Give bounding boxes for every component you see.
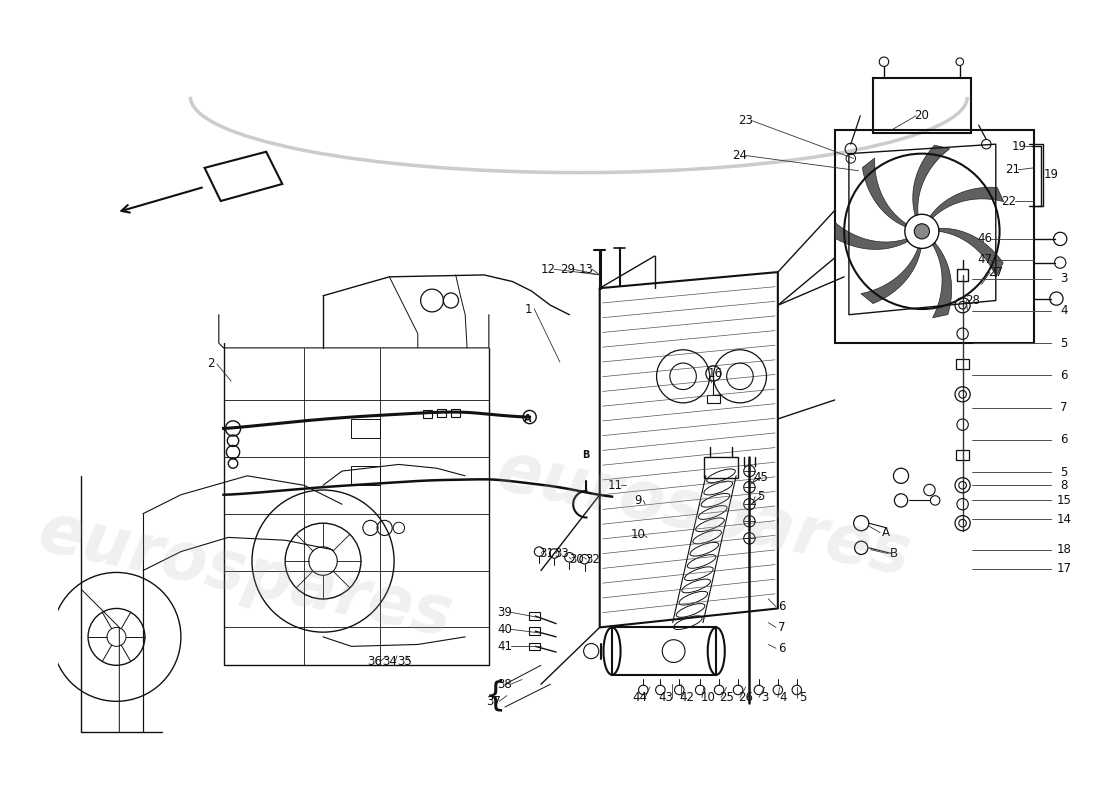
Text: 13: 13: [579, 262, 594, 276]
Text: 44: 44: [632, 691, 647, 704]
Bar: [451, 410, 461, 417]
Text: 10: 10: [630, 528, 645, 541]
Text: 10: 10: [701, 691, 715, 704]
Text: 19: 19: [1043, 168, 1058, 181]
Bar: [872, 78, 971, 133]
Text: 33: 33: [554, 547, 569, 560]
Text: 4: 4: [1060, 305, 1068, 318]
Text: 9: 9: [634, 494, 641, 507]
Circle shape: [914, 224, 929, 239]
Bar: [835, 130, 1034, 343]
Bar: [612, 627, 716, 674]
Text: 35: 35: [397, 655, 411, 668]
Text: 6: 6: [1060, 434, 1068, 446]
Text: eurospares: eurospares: [491, 438, 917, 590]
Text: 34: 34: [382, 655, 397, 668]
Text: 47: 47: [977, 254, 992, 266]
Bar: [352, 466, 379, 486]
Text: 7: 7: [1060, 401, 1068, 414]
Text: 28: 28: [965, 294, 979, 307]
Text: 45: 45: [754, 471, 768, 484]
Text: 41: 41: [497, 640, 513, 653]
Polygon shape: [938, 228, 1003, 277]
Text: 23: 23: [738, 114, 754, 127]
Bar: [957, 270, 968, 281]
Text: 32: 32: [585, 553, 600, 566]
Polygon shape: [862, 158, 906, 227]
Text: 39: 39: [497, 606, 513, 618]
Bar: [529, 642, 540, 650]
Text: 40: 40: [497, 622, 513, 636]
Text: 46: 46: [977, 233, 992, 246]
Text: 24: 24: [733, 149, 747, 162]
Text: 20: 20: [914, 110, 929, 122]
Text: B: B: [890, 547, 898, 560]
Text: 5: 5: [1060, 466, 1068, 478]
Text: 5: 5: [1060, 337, 1068, 350]
Text: 6: 6: [778, 600, 785, 613]
Text: eurospares: eurospares: [32, 498, 459, 650]
Text: 2: 2: [208, 358, 214, 370]
Text: 26: 26: [738, 691, 754, 704]
Text: 3: 3: [1060, 272, 1068, 286]
Text: 16: 16: [707, 367, 723, 380]
Text: B: B: [582, 450, 590, 460]
Text: {: {: [485, 679, 506, 712]
Text: 14: 14: [1056, 513, 1071, 526]
Polygon shape: [930, 187, 1004, 218]
Text: 30: 30: [570, 553, 584, 566]
Text: 4: 4: [780, 691, 788, 704]
Text: 36: 36: [366, 655, 382, 668]
Text: 31: 31: [539, 547, 554, 560]
Bar: [437, 410, 447, 417]
Text: 42: 42: [680, 691, 694, 704]
Text: 21: 21: [1005, 163, 1021, 176]
Text: 29: 29: [560, 262, 575, 276]
Bar: [529, 627, 540, 635]
Text: 6: 6: [778, 642, 785, 654]
Text: 3: 3: [761, 691, 768, 704]
Text: A: A: [882, 526, 890, 539]
Text: 5: 5: [799, 691, 806, 704]
Text: 17: 17: [1056, 562, 1071, 575]
Text: 38: 38: [497, 678, 513, 690]
Bar: [529, 612, 540, 620]
Bar: [956, 450, 969, 460]
Text: 8: 8: [1060, 478, 1068, 492]
Text: 18: 18: [1057, 543, 1071, 556]
Polygon shape: [933, 242, 952, 318]
Text: 6: 6: [1060, 369, 1068, 382]
Polygon shape: [835, 222, 909, 250]
Text: 15: 15: [1057, 494, 1071, 507]
Bar: [422, 410, 432, 418]
Text: 1: 1: [525, 302, 532, 315]
Text: 43: 43: [659, 691, 673, 704]
Bar: [707, 395, 721, 403]
Polygon shape: [861, 248, 921, 303]
Bar: [704, 457, 738, 478]
Text: 11: 11: [607, 478, 623, 492]
Text: 22: 22: [1001, 194, 1016, 207]
Text: 19: 19: [1012, 139, 1027, 153]
Text: A: A: [524, 414, 531, 424]
Text: 25: 25: [719, 691, 734, 704]
Bar: [956, 359, 969, 369]
Text: 12: 12: [541, 262, 556, 276]
Bar: [352, 419, 379, 438]
Text: 37: 37: [486, 695, 500, 708]
Text: 27: 27: [988, 266, 1003, 278]
Polygon shape: [913, 145, 949, 216]
Text: 7: 7: [778, 621, 785, 634]
Text: 5: 5: [757, 490, 764, 503]
